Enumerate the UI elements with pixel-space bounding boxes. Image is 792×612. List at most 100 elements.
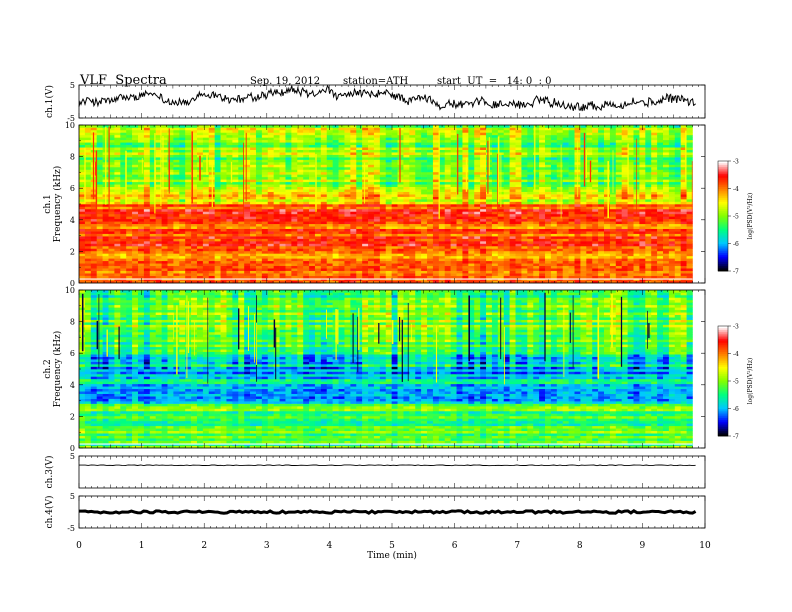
spectrogram-cell [533,250,540,254]
spectrogram-cell [108,280,115,284]
spectrogram-cell [250,280,257,284]
spectrogram-cell [84,265,92,269]
spectrogram-cell [179,260,186,264]
spectrogram-cell [385,265,392,269]
spectrogram-cell [415,206,422,210]
spectrogram-cell [149,216,156,220]
spectrogram-cell [686,211,693,215]
spectrogram-cell [314,181,322,185]
spectrogram-cell [604,221,611,225]
spectrogram-cell [84,216,92,220]
spectrogram-cell [486,221,493,225]
spectrogram-cell [621,181,628,185]
spectrogram-cell [592,176,599,180]
spectrogram-cell [438,258,446,262]
spectrogram-cell [143,174,151,178]
spectrogram-cell [96,223,103,227]
spectrogram-cell [291,213,298,217]
spectrogram-cell [503,184,510,188]
spectrogram-cell [114,196,121,200]
spectrogram-cell [474,199,481,202]
spectrogram-cell [444,181,451,185]
spectrogram-cell [621,238,628,242]
spectrogram-cell [556,201,564,205]
spectrogram-cell [350,253,357,257]
spectrogram-cell [137,275,145,279]
spectrogram-cell [196,208,204,212]
spectrogram-cell [444,176,451,180]
spectrogram-cell [279,221,286,225]
spectrogram-cell [320,221,328,225]
spectrogram-cell [615,255,622,259]
spectrogram-cell [509,221,516,225]
spectrogram-cell [285,179,292,183]
spectrogram-cell [438,265,446,269]
spectrogram-cell [373,270,381,274]
spectrogram-cell [674,211,681,215]
spectrogram-cell [267,206,274,210]
spectrogram-cell [208,248,215,252]
spectrogram-cell [615,223,622,227]
spectrogram-cell [615,228,622,232]
spectrogram-cell [527,226,534,229]
spectrogram-cell [651,245,658,249]
spectrogram-cell [533,221,540,225]
spectrogram-cell [79,208,86,212]
spectrogram-cell [432,196,440,200]
spectrogram-cell [214,226,221,229]
spectrogram-cell [604,218,611,222]
spectrogram-cell [391,196,398,200]
spectrogram-cell [226,243,233,247]
spectrogram-cell [332,236,339,239]
spectrogram-cell [509,199,516,202]
spectrogram-cell [462,213,469,217]
spectrogram-cell [486,238,493,242]
spectrogram-cell [173,189,180,192]
spectrogram-cell [232,236,239,239]
spectrogram-cell [662,273,670,276]
spectrogram-cell [173,265,180,269]
spectrogram-cell [185,218,192,222]
spectrogram-cell [662,238,670,242]
spectrogram-cell [674,216,681,220]
spectrogram-cell [621,226,628,229]
spectrogram-cell [320,268,328,271]
spectrogram-cell [539,233,546,237]
spectrogram-cell [167,204,174,207]
spectrogram-cell [173,248,180,252]
spectrogram-cell [173,273,180,276]
spectrogram-cell [137,236,145,239]
spectrogram-cell [680,241,687,244]
spectrogram-cell [598,201,605,205]
spectrogram-cell [96,250,103,254]
spectrogram-cell [609,270,617,274]
spectrogram-cell [96,174,103,178]
spectrogram-cell [615,181,622,185]
spectrogram-cell [633,268,640,271]
spectrogram-cell [255,263,263,267]
spectrogram-cell [562,255,569,259]
spectrogram-cell [598,189,605,192]
spectrogram-cell [609,199,617,202]
spectrogram-cell [185,233,192,237]
spectrogram-cell [497,206,505,210]
spectrogram-cell [397,194,404,197]
spectrogram-cell [668,270,676,274]
spectrogram-cell [609,265,617,269]
spectrogram-cell [480,206,487,210]
spectrogram-cell [438,233,446,237]
spectrogram-cell [497,263,505,267]
spectrogram-cell [545,228,552,232]
spectrogram-cell [326,226,333,229]
spectrogram-cell [344,248,351,252]
spectrogram-cell [320,194,328,197]
spectrogram-cell [562,253,569,257]
spectrogram-cell [167,265,174,269]
spectrogram-cell [403,233,410,237]
spectrogram-cell [379,243,387,247]
spectrogram-cell [314,263,322,267]
spectrogram-cell [255,253,263,257]
spectrogram-cell [515,255,522,259]
spectrogram-cell [320,179,328,183]
spectrogram-cell [680,245,687,249]
